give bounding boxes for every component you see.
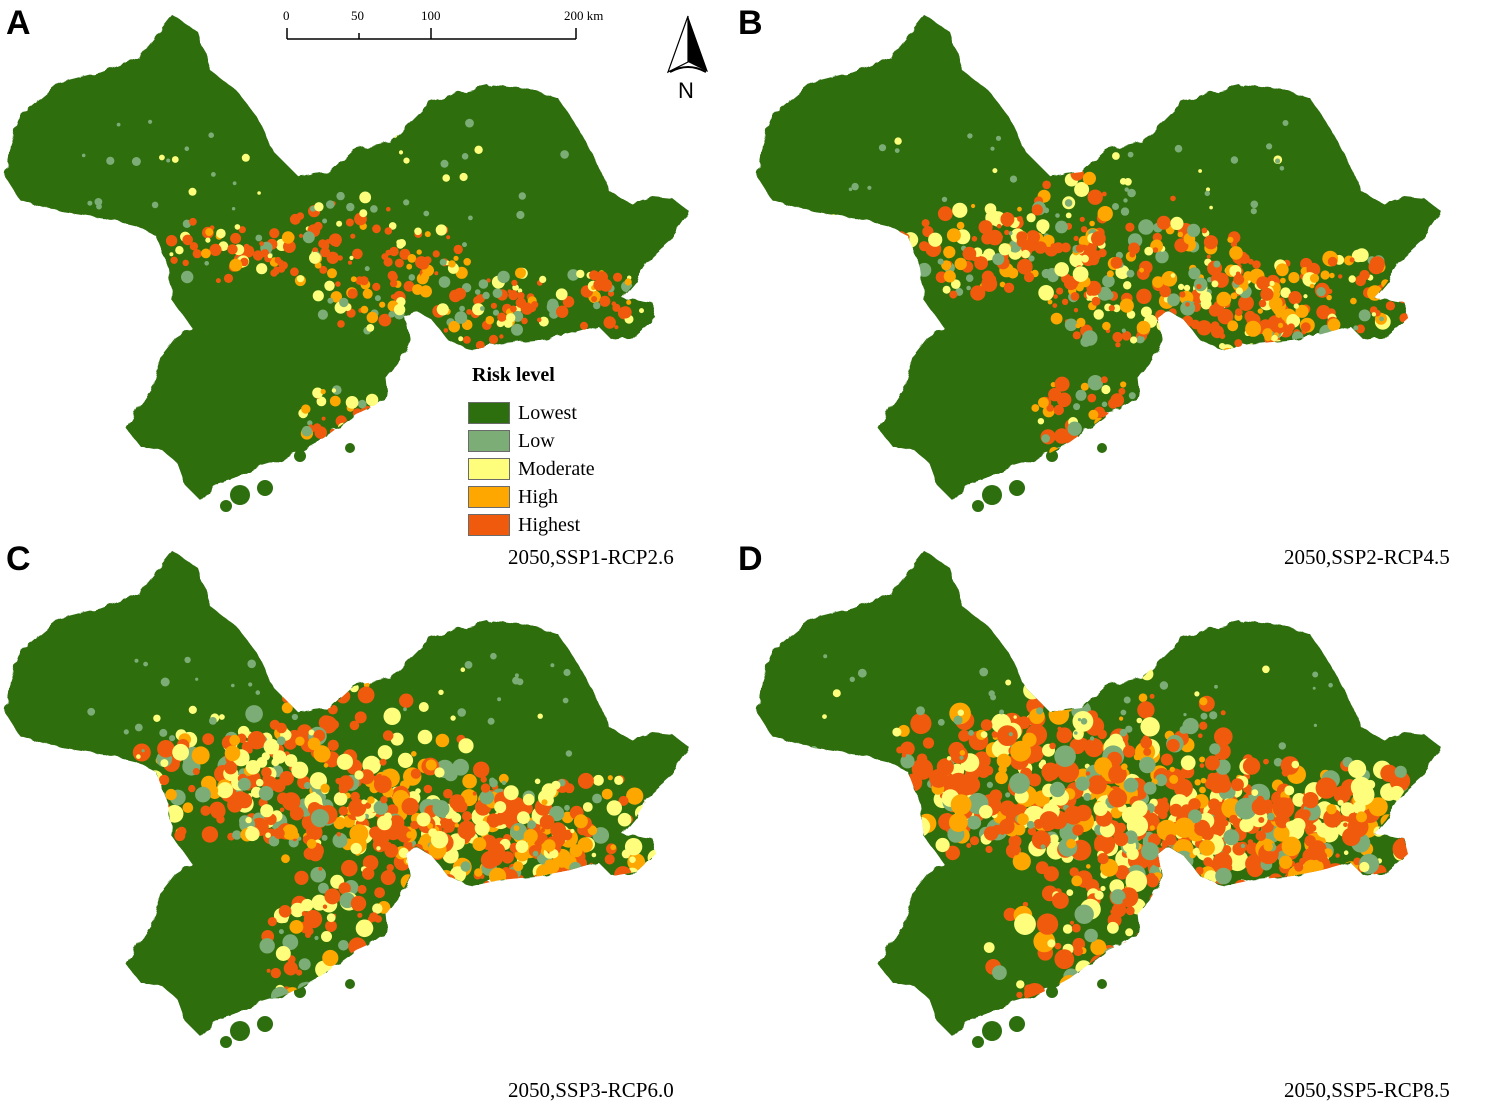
scale-tick-0: 0 <box>283 8 290 23</box>
legend-label: Low <box>518 429 555 452</box>
legend-label: Moderate <box>518 457 595 480</box>
legend-label: Highest <box>518 513 581 536</box>
scenario-label-a: 2050,SSP1-RCP2.6 <box>508 545 674 569</box>
panel-label-b: B <box>738 4 763 42</box>
scale-bar <box>286 28 577 40</box>
map-panel-b <box>758 15 1442 512</box>
legend-title: Risk level <box>472 364 555 386</box>
north-arrow-label: N <box>678 78 694 103</box>
legend-swatch <box>468 430 510 452</box>
panel-label-d: D <box>738 540 763 578</box>
scenario-label-c: 2050,SSP3-RCP6.0 <box>508 1078 674 1102</box>
legend-swatch <box>468 402 510 424</box>
scale-tick-50: 50 <box>351 8 364 23</box>
legend-item-high: High <box>468 483 638 511</box>
scenario-label-d: 2050,SSP5-RCP8.5 <box>1284 1078 1450 1102</box>
map-panel-c <box>6 551 690 1048</box>
legend-swatch <box>468 458 510 480</box>
north-arrow-icon <box>666 15 708 74</box>
legend-item-lowest: Lowest <box>468 399 638 427</box>
legend-swatch <box>468 486 510 508</box>
scale-tick-100: 100 <box>421 8 441 23</box>
legend-label: Lowest <box>518 401 577 424</box>
scale-tick-200: 200 km <box>564 8 604 23</box>
risk-level-legend: Risk level Lowest Low Moderate High High… <box>468 364 638 539</box>
panel-label-c: C <box>6 540 31 578</box>
map-panel-d <box>758 551 1442 1048</box>
panel-label-a: A <box>6 4 31 42</box>
legend-item-moderate: Moderate <box>468 455 638 483</box>
legend-item-low: Low <box>468 427 638 455</box>
legend-swatch <box>468 514 510 536</box>
legend-item-highest: Highest <box>468 511 638 539</box>
scale-bar-labels: 0 50 100 200 km <box>280 8 603 48</box>
legend-label: High <box>518 485 558 508</box>
scenario-label-b: 2050,SSP2-RCP4.5 <box>1284 545 1450 569</box>
